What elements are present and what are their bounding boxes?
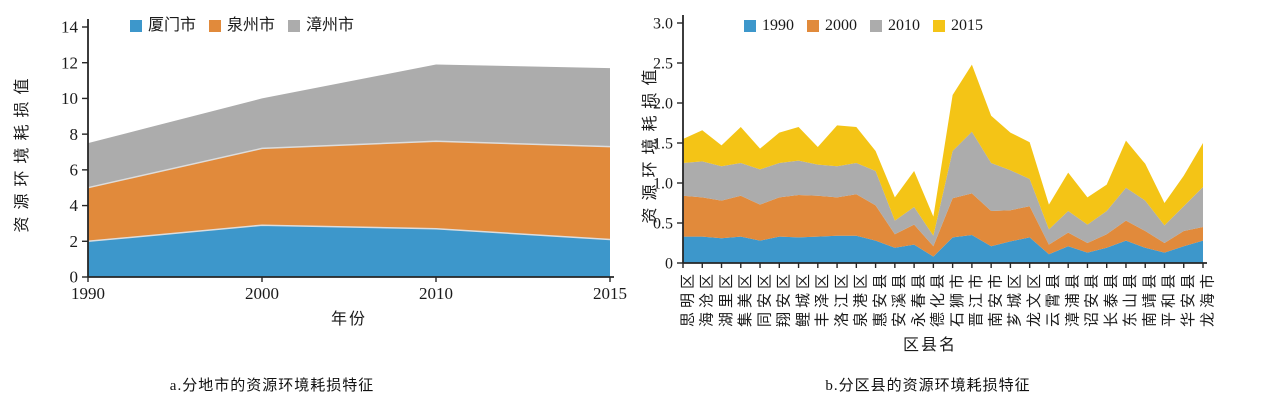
- legend-label: 2000: [825, 17, 857, 34]
- x-axis-title: 区县名: [903, 336, 957, 354]
- area-series: [683, 193, 1203, 257]
- legend-item: 2000: [807, 18, 857, 34]
- y-tick-label: 2.5: [653, 55, 673, 72]
- x-tick-label: 思明区: [679, 270, 696, 327]
- legend-item: 漳州市: [288, 18, 354, 34]
- legend-item: 厦门市: [130, 18, 196, 34]
- x-tick-label: 晋江市: [968, 270, 985, 327]
- area-series: [88, 225, 610, 277]
- y-axis-title: 资源环境耗损值: [12, 71, 31, 232]
- y-tick-label: 4: [70, 196, 79, 215]
- x-tick-label: 1990: [71, 284, 105, 303]
- area-series: [683, 64, 1203, 236]
- x-tick-label: 湖里区: [718, 270, 735, 327]
- caption-chart-a: a.分地市的资源环境耗损特征: [169, 378, 375, 394]
- x-tick-label: 东山县: [1122, 270, 1139, 327]
- x-tick-label: 龙海市: [1199, 270, 1216, 327]
- x-tick-label: 同安区: [756, 270, 773, 327]
- y-tick-label: 10: [61, 89, 78, 108]
- x-tick-label: 泉港区: [853, 270, 870, 327]
- x-tick-label: 长泰县: [1103, 270, 1120, 327]
- legend-label: 漳州市: [306, 17, 355, 34]
- legend-label: 1990: [762, 17, 794, 34]
- x-tick-label: 南靖县: [1141, 270, 1158, 327]
- x-tick-label: 2010: [419, 284, 453, 303]
- x-tick-label: 诏安县: [1084, 270, 1101, 327]
- legend-item: 1990: [744, 18, 794, 34]
- legend-swatch-icon: [933, 20, 945, 32]
- legend-swatch-icon: [870, 20, 882, 32]
- y-tick-label: 2: [70, 232, 79, 251]
- x-tick-label: 华安县: [1180, 270, 1197, 327]
- area-series: [88, 141, 610, 242]
- legend-swatch-icon: [288, 20, 301, 32]
- x-tick-label: 漳浦县: [1063, 270, 1081, 327]
- x-tick-label: 2015: [593, 284, 627, 303]
- x-tick-label: 云霄县: [1045, 270, 1062, 327]
- x-tick-label: 海沧区: [699, 270, 716, 327]
- y-tick-label: 8: [70, 125, 79, 144]
- legend-label: 厦门市: [148, 17, 197, 34]
- area-series: [683, 235, 1203, 263]
- area-series: [88, 64, 610, 188]
- y-axis-title: 资源环境耗损值: [640, 62, 659, 223]
- legend-swatch-icon: [744, 20, 756, 32]
- chart-cities-svg: 0 2 4 6 8 10 12 14 1990 2000 2010 2015 年份 资源环境耗损值: [12, 18, 627, 328]
- y-tick-label: 1.0: [653, 175, 673, 192]
- x-tick-label: 惠安县: [872, 270, 889, 327]
- legend-label: 2015: [951, 17, 983, 34]
- x-tick-label: 永春县: [910, 270, 927, 327]
- y-tick-label: 0.5: [653, 215, 673, 232]
- y-tick-label: 2.0: [653, 95, 673, 112]
- y-tick-label: 14: [61, 18, 79, 37]
- x-tick-label: 2000: [245, 284, 279, 303]
- x-tick-label: 南安市: [987, 270, 1004, 327]
- x-tick-label: 翔安区: [776, 270, 793, 327]
- chart-cities: 0 2 4 6 8 10 12 14 1990 2000 2010 2015 年份 资源环境耗损值: [0, 0, 640, 370]
- legend-districts: 1990 2000 2010 2015: [744, 18, 983, 34]
- series-separator-line: [87, 140, 611, 189]
- legend-item: 2010: [870, 18, 920, 34]
- chart-districts-svg: 0 0.5 1.0 1.5 2.0 2.5 3.0 思明区 海沧区 湖里区 集美区 同安区 翔安区 鲤城区…: [640, 15, 1216, 354]
- x-tick-label: 丰泽区: [814, 270, 831, 327]
- legend-item: 泉州市: [209, 18, 275, 34]
- chart-districts: 0 0.5 1.0 1.5 2.0 2.5 3.0 思明区 海沧区 湖里区 集美区 同安区 翔安区 鲤城区…: [640, 0, 1267, 370]
- y-tick-label: 12: [61, 53, 78, 72]
- y-tick-label: 0: [70, 268, 79, 287]
- x-tick-label: 石狮市: [949, 270, 966, 327]
- y-tick-label: 3.0: [653, 15, 673, 32]
- series-separator-line: [87, 224, 611, 243]
- x-axis-title: 年份: [331, 310, 367, 328]
- legend-swatch-icon: [130, 20, 142, 32]
- x-tick-label: 安溪县: [891, 270, 908, 327]
- x-tick-label: 鲤城区: [795, 270, 812, 327]
- legend-swatch-icon: [209, 20, 222, 32]
- caption-chart-b: b.分区县的资源环境耗损特征: [825, 378, 1031, 394]
- legend-label: 2010: [888, 17, 920, 34]
- x-tick-label: 龙文区: [1026, 270, 1043, 327]
- legend-label: 泉州市: [227, 17, 276, 34]
- y-tick-label: 6: [70, 160, 79, 179]
- legend-swatch-icon: [807, 20, 819, 32]
- legend-cities: 厦门市 泉州市 漳州市: [130, 18, 354, 34]
- y-tick-label: 1.5: [653, 135, 673, 152]
- x-tick-label: 集美区: [737, 270, 754, 327]
- x-tick-label: 芗城区: [1007, 270, 1024, 327]
- legend-item: 2015: [933, 18, 983, 34]
- area-series: [683, 131, 1203, 247]
- x-tick-label: 平和县: [1161, 270, 1178, 327]
- x-tick-label: 洛江区: [833, 270, 850, 327]
- y-tick-label: 0: [665, 255, 673, 272]
- x-tick-label: 德化县: [929, 270, 947, 327]
